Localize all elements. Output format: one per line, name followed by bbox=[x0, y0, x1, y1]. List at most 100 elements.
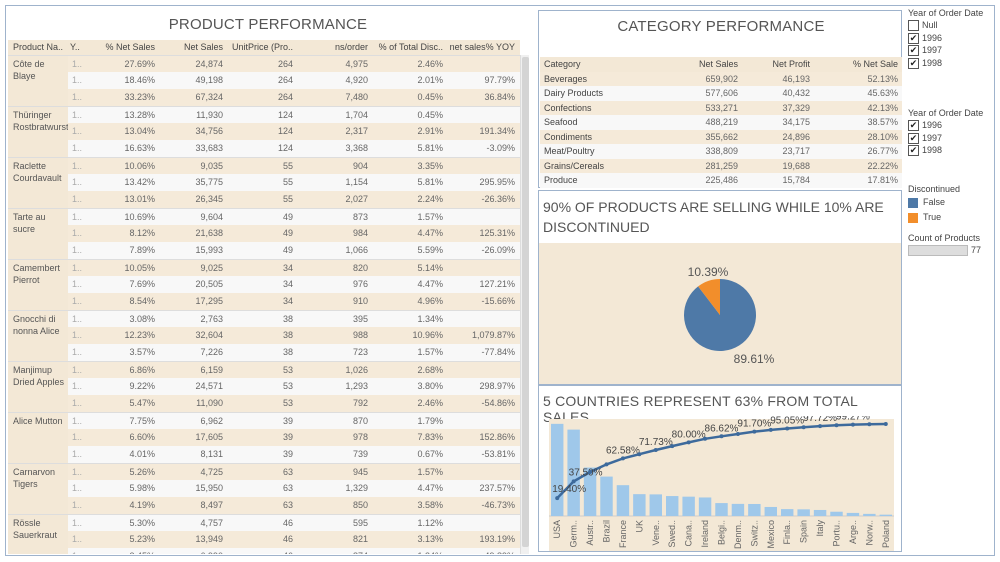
bar-poland[interactable] bbox=[879, 514, 892, 516]
table-row[interactable]: 1.. 7.69% 20,505 34 976 4.47% 127.21% bbox=[68, 276, 520, 293]
cumulative-point[interactable] bbox=[818, 424, 823, 429]
cumulative-point[interactable] bbox=[801, 425, 806, 430]
table-row[interactable]: 1.. 5.23% 13,949 46 821 3.13% 193.19% bbox=[68, 531, 520, 548]
year-filter-option[interactable]: ✔ 1997 bbox=[908, 133, 942, 144]
product-name-cell[interactable]: Côte de Blaye bbox=[8, 55, 68, 106]
table-row[interactable]: 1.. 5.98% 15,950 63 1,329 4.47% 237.57% bbox=[68, 480, 520, 497]
category-row[interactable]: Meat/Poultry 338,809 23,717 26.77% bbox=[540, 144, 902, 159]
table-row[interactable]: 1.. 33.23% 67,324 264 7,480 0.45% 36.84% bbox=[68, 89, 520, 106]
table-row[interactable]: 1.. 9.22% 24,571 53 1,293 3.80% 298.97% bbox=[68, 378, 520, 395]
checkbox-checked-icon[interactable]: ✔ bbox=[908, 32, 919, 44]
table-row[interactable]: 1.. 13.01% 26,345 55 2,027 2.24% -26.36% bbox=[68, 191, 520, 208]
table-row[interactable]: 1.. 6.86% 6,159 53 1,026 2.68% bbox=[68, 361, 520, 378]
cumulative-point[interactable] bbox=[883, 422, 888, 426]
table-scrollbar[interactable] bbox=[520, 55, 529, 554]
product-name-cell[interactable]: Rössle Sauerkraut bbox=[8, 514, 68, 554]
cumulative-point[interactable] bbox=[555, 496, 560, 501]
bar-germ[interactable] bbox=[567, 429, 580, 516]
bar-finla[interactable] bbox=[781, 509, 794, 516]
year-filter-option[interactable]: Null bbox=[908, 20, 938, 32]
checkbox-checked-icon[interactable]: ✔ bbox=[908, 57, 919, 69]
year-filter-option[interactable]: ✔ 1996 bbox=[908, 33, 942, 44]
bar-cana[interactable] bbox=[682, 496, 695, 516]
checkbox-checked-icon[interactable]: ✔ bbox=[908, 132, 919, 144]
table-row[interactable]: 1.. 7.75% 6,962 39 870 1.79% bbox=[68, 412, 520, 429]
table-row[interactable]: 1.. 8.12% 21,638 49 984 4.47% 125.31% bbox=[68, 225, 520, 242]
cumulative-point[interactable] bbox=[686, 440, 691, 445]
cumulative-point[interactable] bbox=[735, 431, 740, 436]
category-row[interactable]: Condiments 355,662 24,896 28.10% bbox=[540, 129, 902, 144]
product-name-cell[interactable]: Thüringer Rostbratwurst bbox=[8, 106, 69, 157]
checkbox-checked-icon[interactable]: ✔ bbox=[908, 120, 919, 132]
bar-portu[interactable] bbox=[830, 511, 843, 516]
table-row[interactable]: 1.. 3.57% 7,226 38 723 1.57% -77.84% bbox=[68, 344, 520, 361]
table-row[interactable]: 1.. 8.54% 17,295 34 910 4.96% -15.66% bbox=[68, 293, 520, 310]
cumulative-point[interactable] bbox=[719, 434, 724, 439]
column-header-ns-per-order[interactable]: ns/order bbox=[296, 40, 371, 55]
cumulative-point[interactable] bbox=[653, 448, 658, 453]
legend-item-false[interactable]: False bbox=[908, 197, 945, 208]
table-row[interactable]: 1.. 12.23% 32,604 38 988 10.96% 1,079.87% bbox=[68, 327, 520, 344]
bar-ireland[interactable] bbox=[698, 497, 712, 516]
bar-belgi[interactable] bbox=[715, 503, 728, 516]
cumulative-point[interactable] bbox=[867, 422, 872, 427]
product-name-cell[interactable]: Manjimup Dried Apples bbox=[8, 361, 68, 412]
bar-spain[interactable] bbox=[797, 509, 810, 516]
table-row[interactable]: 1.. 7.89% 15,993 49 1,066 5.59% -26.09% bbox=[68, 242, 520, 259]
cumulative-point[interactable] bbox=[637, 452, 642, 457]
cumulative-point[interactable] bbox=[703, 436, 708, 441]
category-row[interactable]: Confections 533,271 37,329 42.13% bbox=[540, 100, 902, 115]
bar-usa[interactable] bbox=[551, 423, 564, 516]
product-name-cell[interactable]: Carnarvon Tigers bbox=[8, 463, 68, 514]
cumulative-point[interactable] bbox=[571, 479, 576, 484]
table-row[interactable]: 1.. 27.69% 24,874 264 4,975 2.46% bbox=[68, 55, 520, 72]
table-row[interactable]: 1.. 13.04% 34,756 124 2,317 2.91% 191.34% bbox=[68, 123, 520, 140]
table-row[interactable]: 1.. 13.42% 35,775 55 1,154 5.81% 295.95% bbox=[68, 174, 520, 191]
bar-austr[interactable] bbox=[583, 467, 597, 516]
category-row[interactable]: Dairy Products 577,606 40,432 45.63% bbox=[540, 86, 902, 101]
category-column-header[interactable]: % Net Sale bbox=[852, 59, 898, 69]
pie-slice-true[interactable] bbox=[698, 279, 720, 315]
cumulative-point[interactable] bbox=[752, 429, 757, 434]
cumulative-point[interactable] bbox=[604, 462, 609, 467]
year-filter-option[interactable]: ✔ 1998 bbox=[908, 58, 942, 69]
table-row[interactable]: 1.. 4.19% 8,497 63 850 3.58% -46.73% bbox=[68, 497, 520, 514]
table-row[interactable]: 1.. 10.69% 9,604 49 873 1.57% bbox=[68, 208, 520, 225]
column-header-product-name[interactable]: Product Na.. bbox=[8, 40, 68, 55]
column-header-year[interactable]: Y.. bbox=[70, 40, 82, 55]
table-row[interactable]: 1.. 5.47% 11,090 53 792 2.46% -54.86% bbox=[68, 395, 520, 412]
product-name-cell[interactable]: Raclette Courdavault bbox=[8, 157, 68, 208]
year-filter-option[interactable]: ✔ 1996 bbox=[908, 120, 942, 132]
legend-item-true[interactable]: True bbox=[908, 212, 941, 223]
cumulative-point[interactable] bbox=[588, 470, 593, 475]
table-row[interactable]: 1.. 16.63% 33,683 124 3,368 5.81% -3.09% bbox=[68, 140, 520, 157]
category-row[interactable]: Beverages 659,902 46,193 52.13% bbox=[540, 71, 902, 86]
checkbox-icon[interactable] bbox=[908, 20, 919, 32]
scrollbar-thumb[interactable] bbox=[522, 57, 529, 547]
bar-switz[interactable] bbox=[748, 503, 761, 516]
checkbox-checked-icon[interactable]: ✔ bbox=[908, 45, 919, 57]
bar-denm[interactable] bbox=[731, 503, 745, 516]
category-column-header[interactable]: Category bbox=[544, 59, 581, 69]
column-header-pct-net-sales[interactable]: % Net Sales bbox=[80, 40, 158, 55]
category-column-header[interactable]: Net Profit bbox=[772, 59, 810, 69]
category-row[interactable]: Seafood 488,219 34,175 38.57% bbox=[540, 115, 902, 130]
bar-italy[interactable] bbox=[813, 509, 827, 516]
bar-swed[interactable] bbox=[666, 496, 679, 516]
product-name-cell[interactable]: Camembert Pierrot bbox=[8, 259, 68, 310]
year-filter-option[interactable]: ✔ 1998 bbox=[908, 145, 942, 157]
cumulative-point[interactable] bbox=[768, 427, 773, 432]
category-row[interactable]: Produce 225,486 15,784 17.81% bbox=[540, 173, 902, 188]
cumulative-point[interactable] bbox=[785, 426, 790, 431]
table-row[interactable]: 1.. 5.30% 4,757 46 595 1.12% bbox=[68, 514, 520, 531]
bar-vene[interactable] bbox=[649, 494, 662, 516]
table-row[interactable]: 1.. 13.28% 11,930 124 1,704 0.45% bbox=[68, 106, 520, 123]
product-name-cell[interactable]: Gnocchi di nonna Alice bbox=[8, 310, 68, 361]
table-row[interactable]: 1.. 5.26% 4,725 63 945 1.57% bbox=[68, 463, 520, 480]
table-row[interactable]: 1.. 4.01% 8,131 39 739 0.67% -53.81% bbox=[68, 446, 520, 463]
column-header-unit-price[interactable]: UnitPrice (Pro.. bbox=[226, 40, 296, 55]
bar-france[interactable] bbox=[616, 485, 630, 516]
product-name-cell[interactable]: Tarte au sucre bbox=[8, 208, 68, 259]
year-filter-option[interactable]: ✔ 1997 bbox=[908, 45, 942, 57]
cumulative-point[interactable] bbox=[850, 422, 855, 427]
